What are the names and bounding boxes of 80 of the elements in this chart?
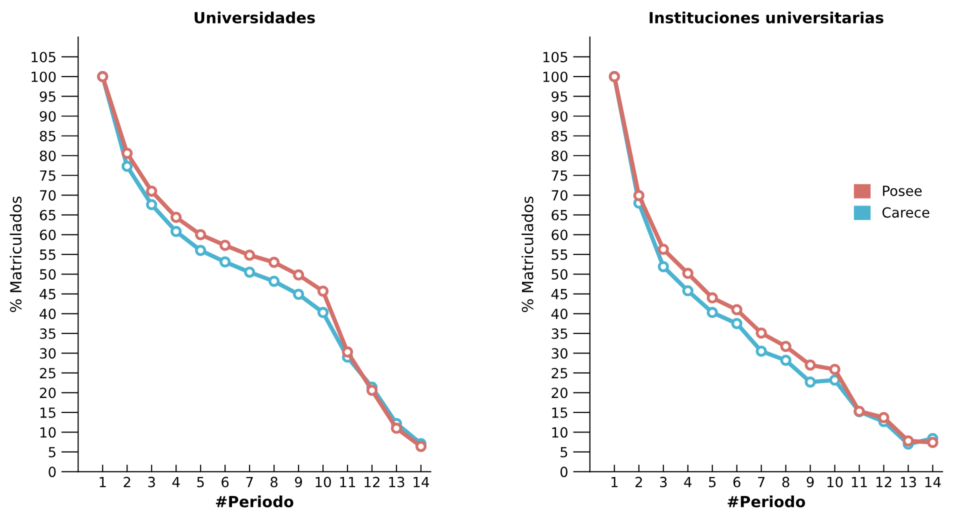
y-tick-label: 105 xyxy=(543,52,568,62)
x-tick-label: 13 xyxy=(389,476,404,488)
y-tick-label: 15 xyxy=(40,408,56,418)
y-tick-label: 15 xyxy=(552,408,568,418)
x-tick-label: 2 xyxy=(635,476,642,488)
y-tick-label: 55 xyxy=(40,250,56,260)
y-tick-label: 20 xyxy=(552,388,568,398)
y-axis-title: % Matriculados xyxy=(10,196,22,312)
y-tick-label: 85 xyxy=(40,130,56,142)
y-tick-label: 80 xyxy=(40,150,56,162)
y-tick-label: 5 xyxy=(48,447,56,458)
x-tick-label: 7 xyxy=(246,476,253,488)
y-tick-label: 75 xyxy=(40,170,56,181)
y-tick-label: 70 xyxy=(552,190,568,201)
y-tick-label: 5 xyxy=(560,447,568,458)
y-tick-label: 40 xyxy=(551,308,568,320)
x-tick-label: 4 xyxy=(684,476,692,488)
chart-title: Instituciones universitarias xyxy=(650,12,884,24)
y-axis-title: % Matriculados xyxy=(522,196,534,312)
y-tick-label: 30 xyxy=(552,348,568,359)
y-tick-label: 10 xyxy=(40,427,56,438)
y-tick-label: 35 xyxy=(552,328,568,339)
y-tick-label: 50 xyxy=(40,269,56,280)
y-tick-label: 25 xyxy=(552,368,568,378)
x-axis-title: #Periodo xyxy=(216,496,294,508)
x-tick-label: 14 xyxy=(414,476,430,488)
x-tick-label: 6 xyxy=(733,476,740,488)
x-tick-label: 12 xyxy=(364,476,380,488)
x-tick-label: 2 xyxy=(124,476,130,488)
y-tick-label: 65 xyxy=(552,210,568,220)
y-tick-label: 45 xyxy=(40,289,56,300)
chart-title: Universidades xyxy=(194,12,315,24)
x-tick-label: 13 xyxy=(900,476,916,488)
y-tick-label: 75 xyxy=(552,170,568,181)
x-tick-label: 7 xyxy=(758,476,765,488)
x-tick-label: 4 xyxy=(172,476,180,488)
y-tick-label: 10 xyxy=(552,427,568,438)
y-tick-label: 45 xyxy=(551,289,568,300)
y-tick-label: 35 xyxy=(40,328,56,339)
x-tick-label: 8 xyxy=(270,476,278,488)
x-tick-label: 14 xyxy=(925,476,941,488)
x-tick-label: 12 xyxy=(876,476,892,488)
y-tick-label: 20 xyxy=(40,388,56,398)
x-tick-label: 5 xyxy=(197,476,204,488)
y-tick-label: 65 xyxy=(40,210,56,220)
x-tick-label: 10 xyxy=(827,476,843,488)
y-tick-label: 60 xyxy=(40,230,56,240)
x-tick-label: 3 xyxy=(660,476,667,488)
y-tick-label: 70 xyxy=(40,190,56,201)
x-tick-label: 11 xyxy=(852,476,867,488)
y-tick-label: 100 xyxy=(32,72,56,82)
y-tick-label: 40 xyxy=(40,308,56,320)
x-tick-label: 11 xyxy=(340,476,356,488)
x-tick-label: 1 xyxy=(612,476,618,488)
x-tick-label: 9 xyxy=(806,476,814,488)
y-tick-label: 55 xyxy=(552,250,568,260)
y-tick-label: 95 xyxy=(552,91,568,102)
y-tick-label: 90 xyxy=(40,111,56,122)
y-tick-label: 0 xyxy=(560,466,568,478)
x-axis-title: #Periodo xyxy=(728,496,806,508)
y-tick-label: 80 xyxy=(552,150,568,162)
y-tick-label: 100 xyxy=(543,72,568,82)
x-tick-label: 6 xyxy=(222,476,229,488)
y-tick-label: 105 xyxy=(32,52,56,62)
x-tick-label: 1 xyxy=(100,476,106,488)
y-tick-label: 90 xyxy=(552,111,568,122)
y-tick-label: 25 xyxy=(40,368,56,378)
x-tick-label: 8 xyxy=(782,476,790,488)
legend-label: Carece xyxy=(882,207,930,218)
x-tick-label: 3 xyxy=(148,476,155,488)
x-tick-label: 9 xyxy=(294,476,302,488)
y-tick-label: 0 xyxy=(48,466,56,478)
y-tick-label: 30 xyxy=(40,348,56,359)
x-tick-label: 10 xyxy=(316,476,331,488)
y-tick-label: 60 xyxy=(552,230,568,240)
y-tick-label: 85 xyxy=(552,130,568,142)
y-tick-label: 95 xyxy=(40,91,56,102)
y-tick-label: 50 xyxy=(552,269,568,280)
x-tick-label: 5 xyxy=(708,476,716,488)
legend-label: Posee xyxy=(883,186,922,196)
